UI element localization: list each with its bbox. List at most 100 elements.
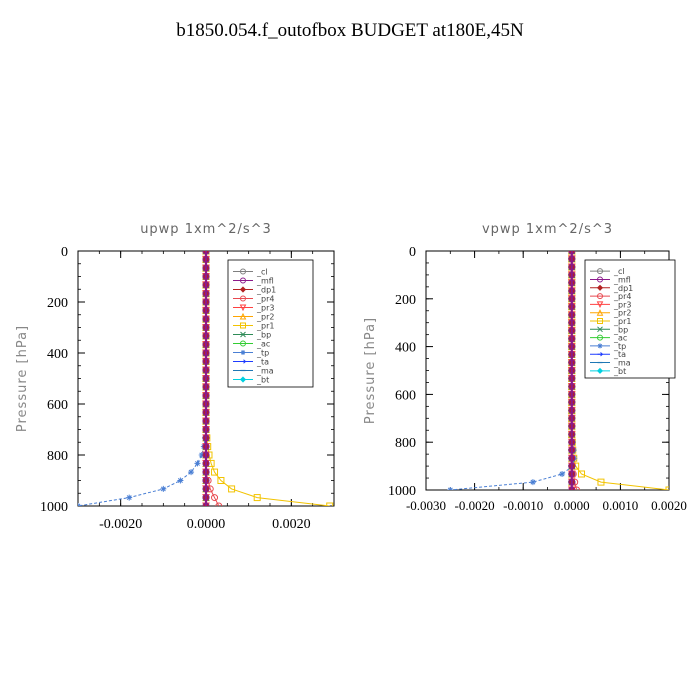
legend-marker <box>596 284 604 291</box>
legend-marker <box>240 322 246 329</box>
data-point <box>568 398 576 406</box>
data-point <box>202 485 210 493</box>
x-tick-label: -0.0020 <box>99 517 142 532</box>
legend-marker <box>239 312 247 320</box>
legend-marker <box>596 301 604 309</box>
legend-label: _pr3 <box>613 300 631 309</box>
y-tick-label: 1000 <box>388 484 416 499</box>
x-tick-label: 0.0010 <box>603 498 639 513</box>
legend-label: _pr1 <box>613 317 631 326</box>
data-point <box>568 359 576 367</box>
data-point <box>202 400 210 408</box>
legend-label: _pr1 <box>256 322 274 331</box>
legend-label: _mfl <box>613 275 631 284</box>
data-point <box>202 273 210 280</box>
data-point <box>211 468 219 476</box>
data-point <box>568 367 576 374</box>
legend-marker <box>597 276 603 283</box>
legend-marker <box>597 334 603 341</box>
legend-marker <box>240 359 247 364</box>
legend-marker <box>597 268 603 275</box>
data-point <box>198 452 205 458</box>
legend-label: _cl <box>613 267 625 276</box>
data-point <box>568 350 576 358</box>
data-point <box>202 443 210 451</box>
series-tp <box>447 251 578 490</box>
data-point <box>202 417 210 425</box>
chart-title: upwp 1xm^2/s^3 <box>140 222 272 237</box>
data-point <box>202 502 210 506</box>
y-tick-label: 800 <box>47 449 68 464</box>
data-point <box>160 485 167 492</box>
y-tick-label: 400 <box>395 341 416 356</box>
data-point <box>529 479 536 486</box>
legend-marker <box>240 331 246 338</box>
legend-label: _ma <box>256 367 274 376</box>
data-point <box>202 251 210 255</box>
legend-label: _ta <box>613 350 626 359</box>
legend-label: _bp <box>613 325 628 334</box>
data-point <box>228 485 236 493</box>
legend-label: _bp <box>256 331 271 340</box>
data-point <box>568 251 576 255</box>
y-axis-label: Pressure [hPa] <box>15 325 30 432</box>
data-point <box>202 290 210 298</box>
legend-marker <box>239 286 247 293</box>
page-title: b1850.054.f_outofbox BUDGET at180E,45N <box>176 20 524 41</box>
plot-area <box>78 251 334 506</box>
chart-title: vpwp 1xm^2/s^3 <box>482 222 613 237</box>
data-point <box>202 349 210 357</box>
chart-panel-vpwp: -0.0030 -0.0020 -0.0010 0.0000 0.0010 0.0020 0… <box>363 222 687 513</box>
data-point <box>194 460 201 467</box>
data-point <box>573 486 581 490</box>
data-point <box>568 478 576 486</box>
data-point <box>568 462 576 470</box>
data-point <box>202 477 210 484</box>
data-point <box>202 392 210 400</box>
legend: _cl_mfl_dp1_pr4_pr3_pr2_pr1_bp_ac_tp_ta_… <box>584 259 676 379</box>
data-point <box>568 271 576 279</box>
data-point <box>253 494 261 502</box>
data-point <box>568 311 576 319</box>
data-point <box>568 303 576 311</box>
y-tick-label: 0 <box>409 245 416 260</box>
data-point <box>211 494 219 502</box>
legend: _cl_mfl_dp1_pr4_pr3_pr2_pr1_bp_ac_tp_ta_… <box>227 259 314 388</box>
data-point <box>568 374 576 382</box>
legend-label: _ma <box>613 359 631 368</box>
plot-area <box>447 251 669 490</box>
data-point <box>217 477 225 484</box>
data-point <box>578 470 586 478</box>
x-tick-label: -0.0030 <box>406 498 446 513</box>
data-point <box>568 422 576 430</box>
legend-marker <box>239 376 247 383</box>
legend-label: _ac <box>613 334 627 343</box>
legend-label: _bt <box>256 376 269 385</box>
data-point <box>202 426 210 433</box>
x-tick-label: 0.0000 <box>554 498 590 513</box>
x-tick-label: -0.0020 <box>455 498 495 513</box>
data-point <box>215 502 223 506</box>
legend-label: _pr2 <box>256 313 274 322</box>
data-point <box>202 341 210 349</box>
data-point <box>202 408 210 416</box>
legend-label: _dp1 <box>613 284 633 293</box>
legend-marker <box>597 343 603 349</box>
data-point <box>202 468 210 476</box>
legend-marker <box>596 309 604 316</box>
x-tick-label: -0.0010 <box>503 498 543 513</box>
series-line <box>450 251 575 490</box>
data-point <box>568 406 576 414</box>
legend-label: _tp <box>613 342 626 351</box>
legend-marker <box>240 268 246 275</box>
y-tick-label: 600 <box>47 398 68 413</box>
data-point <box>188 469 195 476</box>
legend-label: _tp <box>256 349 269 358</box>
data-point <box>126 494 133 501</box>
x-tick-label: 0.0020 <box>651 498 687 513</box>
legend-label: _ac <box>256 340 270 349</box>
legend-marker <box>240 350 246 355</box>
legend-label: _pr2 <box>613 309 631 318</box>
data-point <box>202 366 210 374</box>
data-point <box>202 459 210 467</box>
